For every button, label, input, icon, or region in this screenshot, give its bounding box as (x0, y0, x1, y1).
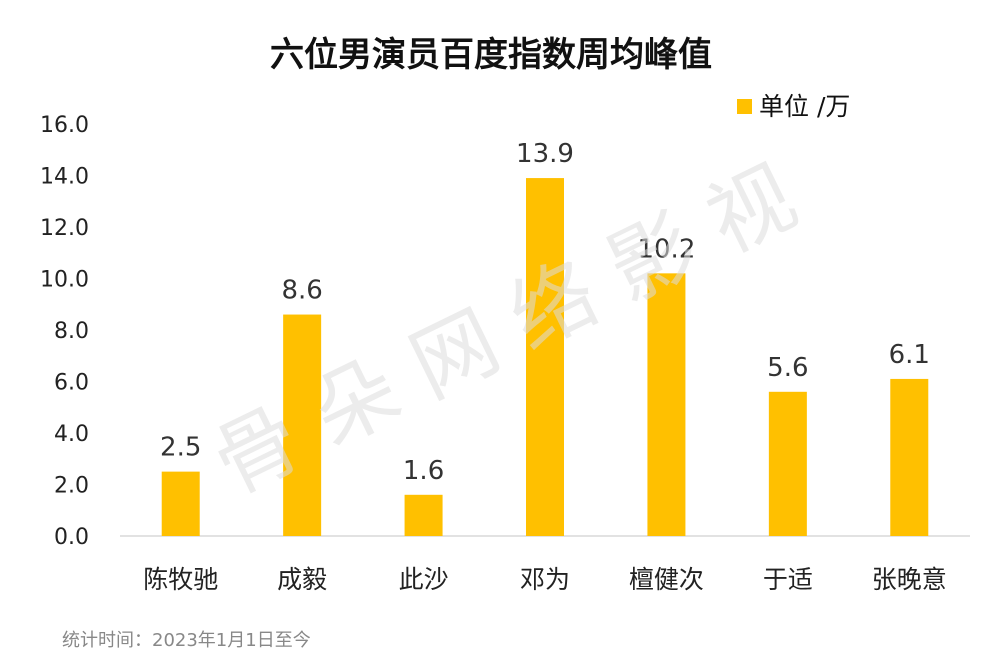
x-tick-label: 邓为 (520, 565, 570, 594)
legend-label: 单位 /万 (759, 92, 850, 121)
chart-title: 六位男演员百度指数周均峰值 (270, 35, 712, 75)
x-tick-label: 檀健次 (629, 565, 704, 594)
data-label: 13.9 (516, 139, 574, 169)
x-tick-label: 张晚意 (872, 565, 947, 594)
y-tick-label: 8.0 (54, 319, 89, 344)
y-tick-label: 2.0 (54, 474, 89, 499)
x-axis-labels: 陈牧驰 成毅 此沙 邓为 檀健次 于适 张晚意 (143, 565, 947, 594)
data-labels: 2.5 8.6 1.6 13.9 10.2 5.6 6.1 (160, 139, 930, 486)
y-tick-label: 4.0 (54, 422, 89, 447)
data-label: 2.5 (160, 433, 201, 463)
y-tick-label: 14.0 (40, 165, 89, 190)
legend: 单位 /万 (737, 92, 850, 121)
y-tick-label: 16.0 (40, 113, 89, 138)
bar-2 (283, 314, 322, 536)
data-label: 8.6 (281, 276, 322, 306)
data-label: 5.6 (767, 353, 808, 383)
y-tick-label: 10.0 (40, 268, 89, 293)
data-label: 1.6 (403, 456, 444, 486)
x-tick-label: 此沙 (399, 565, 449, 594)
bar-1 (161, 471, 200, 536)
bar-4 (526, 178, 564, 536)
legend-swatch (737, 99, 752, 114)
y-tick-label: 0.0 (54, 525, 89, 550)
data-label: 6.1 (889, 340, 930, 370)
x-tick-label: 于适 (763, 565, 813, 594)
bar-6 (768, 391, 807, 536)
x-tick-label: 陈牧驰 (143, 565, 218, 594)
y-tick-label: 6.0 (54, 371, 89, 396)
y-tick-label: 12.0 (40, 216, 89, 241)
y-axis: 0.0 2.0 4.0 6.0 8.0 10.0 12.0 14.0 16.0 (40, 113, 89, 550)
bar-7 (890, 378, 929, 536)
bar-5 (647, 273, 686, 536)
footnote: 统计时间：2023年1月1日至今 (62, 630, 311, 651)
data-label: 10.2 (637, 234, 695, 264)
x-tick-label: 成毅 (277, 565, 327, 594)
bars (161, 178, 929, 536)
bar-3 (404, 494, 443, 536)
